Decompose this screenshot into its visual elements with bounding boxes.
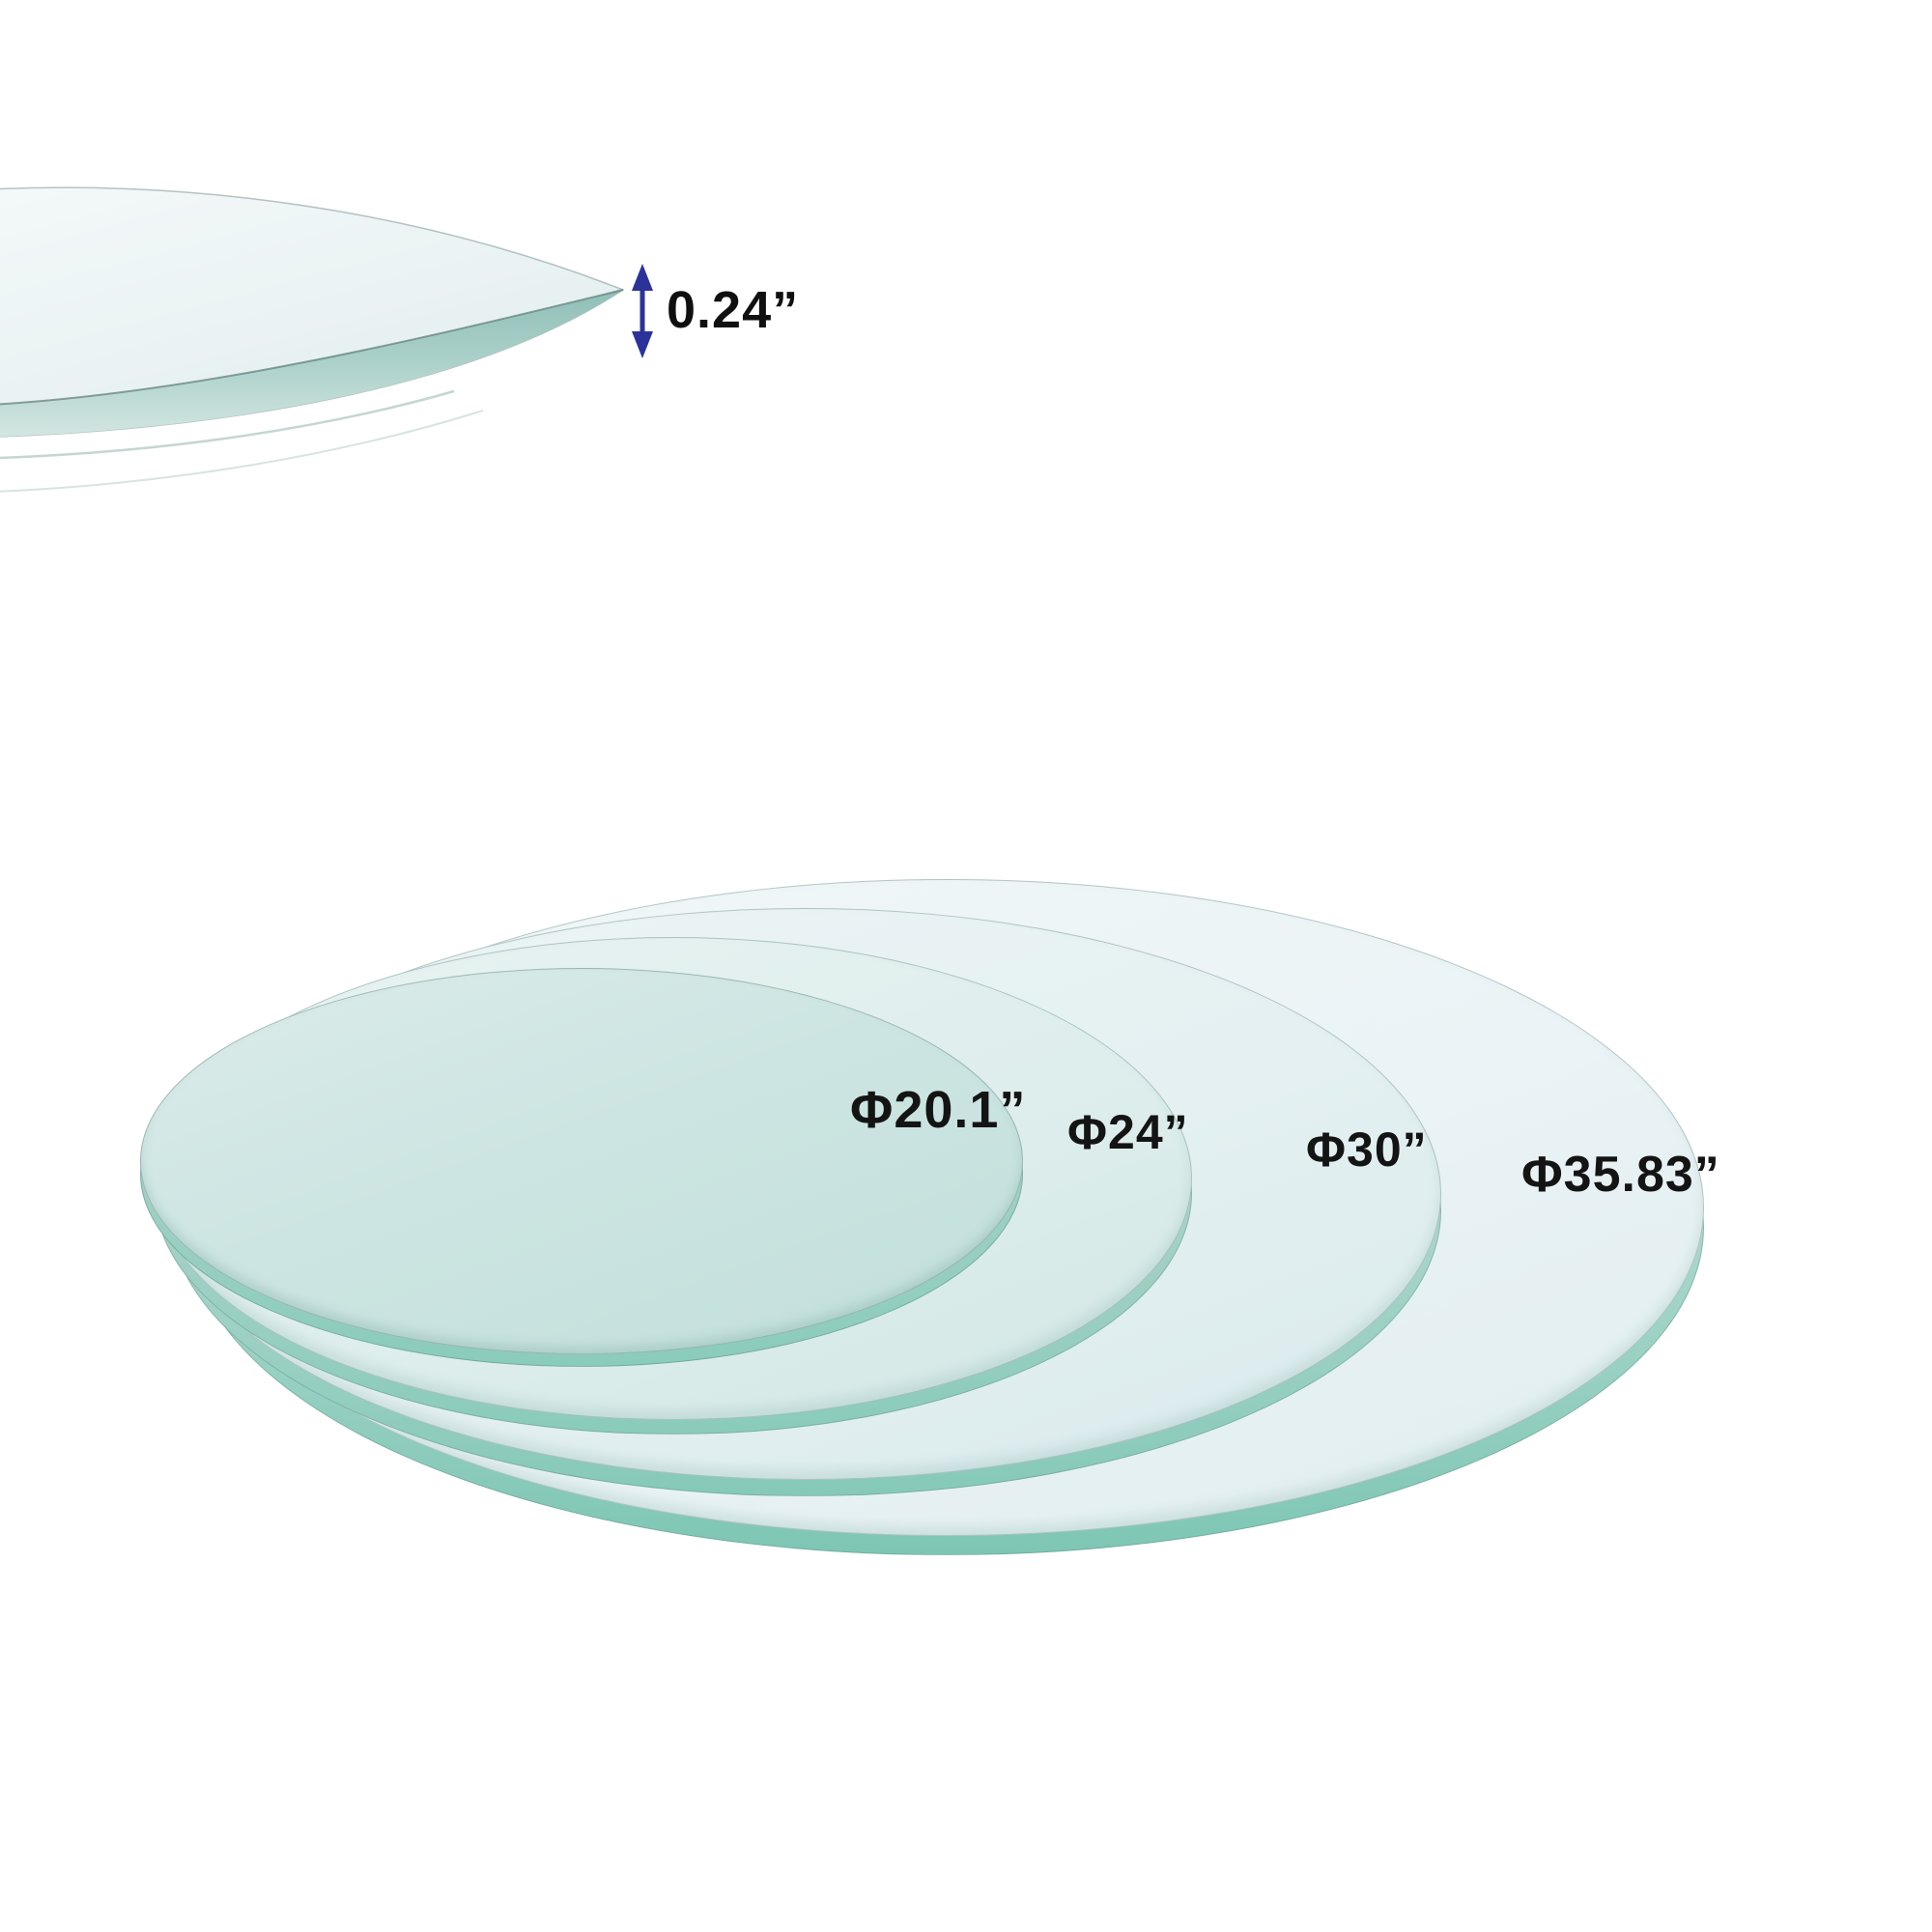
disc-label-24: Φ24” [1067, 1105, 1189, 1159]
thickness-label: 0.24” [667, 281, 800, 339]
closeup-sheet-edge-line [0, 389, 455, 460]
thickness-arrow-icon [632, 264, 653, 358]
disc-label-30: Φ30” [1306, 1122, 1428, 1177]
glass-edge-closeup-graphic [0, 186, 625, 493]
edge-closeup [0, 116, 696, 570]
closeup-sheet-edge-line [0, 410, 484, 493]
disc-surface-20-1 [140, 968, 1023, 1354]
disc-label-20-1: Φ20.1” [850, 1081, 1027, 1139]
closeup-bevel-line [0, 289, 624, 406]
closeup-glass-rim [0, 290, 623, 438]
disc-label-35-83: Φ35.83” [1521, 1147, 1720, 1203]
